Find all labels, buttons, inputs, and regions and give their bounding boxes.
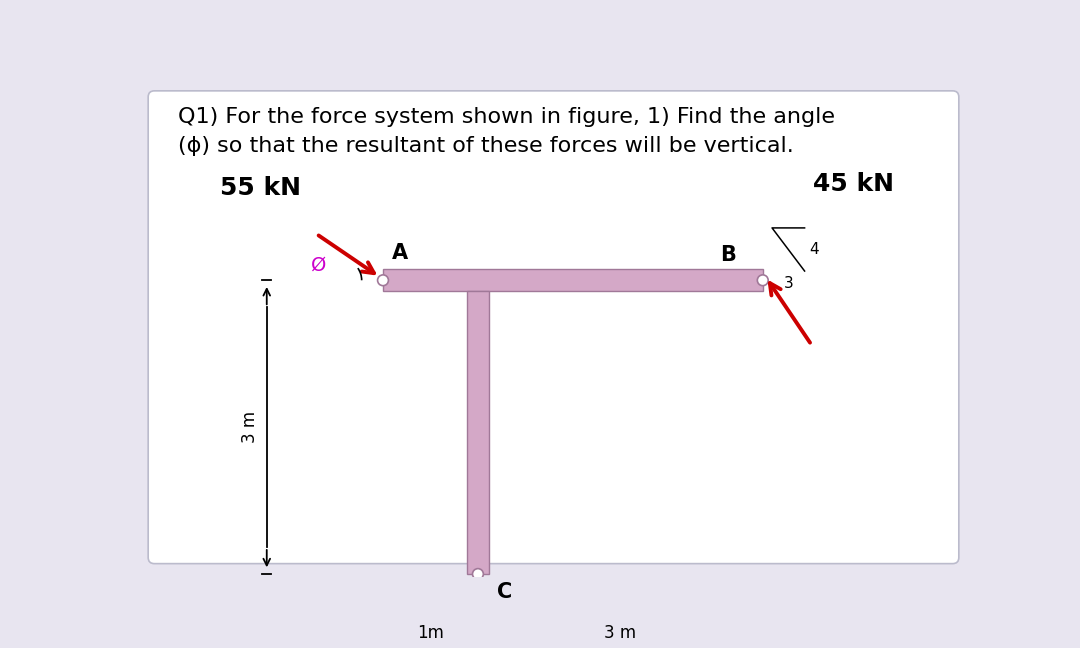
- Text: C: C: [497, 582, 513, 602]
- Bar: [383, 270, 762, 291]
- Text: 1m: 1m: [417, 624, 444, 642]
- Text: 3 m: 3 m: [241, 411, 259, 443]
- Circle shape: [378, 275, 389, 286]
- Text: (ϕ) so that the resultant of these forces will be vertical.: (ϕ) so that the resultant of these force…: [177, 136, 794, 156]
- Text: 55 kN: 55 kN: [220, 176, 301, 200]
- Text: Ø: Ø: [311, 255, 326, 274]
- Text: 3: 3: [783, 275, 793, 291]
- Circle shape: [473, 569, 484, 579]
- Text: A: A: [392, 244, 408, 263]
- FancyBboxPatch shape: [148, 91, 959, 564]
- Text: 3 m: 3 m: [605, 624, 636, 642]
- Text: B: B: [720, 245, 735, 265]
- Circle shape: [757, 275, 768, 286]
- Text: 4: 4: [809, 242, 819, 257]
- Text: Q1) For the force system shown in figure, 1) Find the angle: Q1) For the force system shown in figure…: [177, 107, 835, 127]
- Text: 45 kN: 45 kN: [813, 172, 894, 196]
- Bar: [467, 291, 489, 574]
